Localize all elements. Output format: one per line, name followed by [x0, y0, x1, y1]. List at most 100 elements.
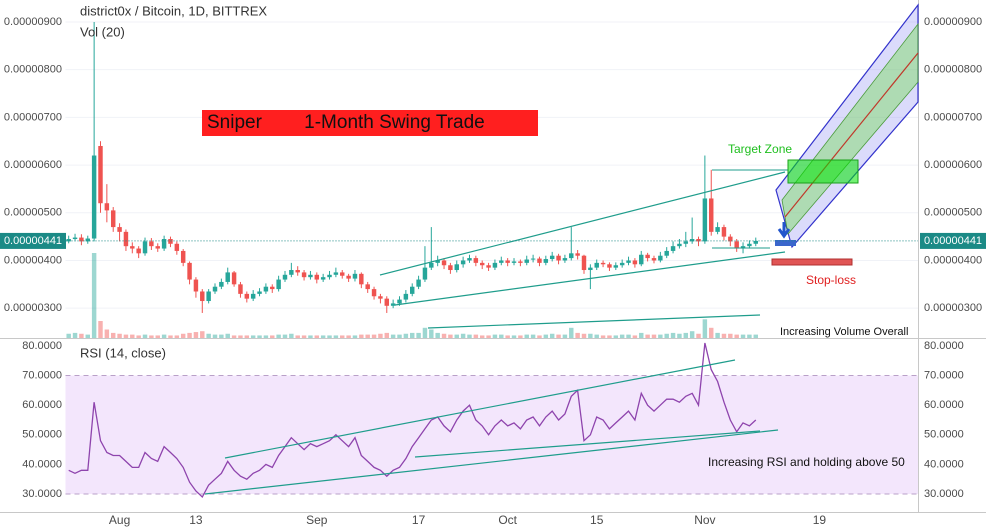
- candle-body: [664, 250, 669, 256]
- volume-bar: [467, 334, 472, 338]
- candle-body: [231, 272, 237, 285]
- volume-bar: [619, 334, 625, 338]
- y-tick-label: 0.00000300: [4, 302, 62, 314]
- volume-bar: [308, 335, 313, 338]
- candle-body: [518, 261, 523, 263]
- candle-body: [645, 254, 650, 259]
- volume-bar: [537, 335, 542, 338]
- price-label: 0.00000441: [924, 235, 982, 247]
- candle-body: [670, 246, 676, 251]
- candle-body: [238, 284, 243, 294]
- volume-bar: [365, 334, 370, 338]
- candle-body: [289, 270, 294, 275]
- candle-body: [696, 239, 701, 242]
- volume-bar: [244, 335, 250, 338]
- y-tick-label: 0.00000500: [4, 207, 62, 219]
- candle-body: [123, 231, 129, 247]
- candle-body: [117, 227, 122, 232]
- volume-bar: [359, 334, 364, 338]
- volume-bar: [492, 334, 498, 338]
- arrow: [777, 222, 791, 239]
- price-tag: [920, 232, 986, 249]
- candle-body: [130, 246, 135, 249]
- y-tick-label: 0.00000400: [4, 254, 62, 266]
- annotation: Increasing RSI and holding above 50: [708, 455, 905, 469]
- volume-bar: [123, 334, 129, 338]
- candle-body: [448, 265, 453, 271]
- candle-body: [365, 284, 370, 290]
- x-tick-label: Aug: [109, 513, 130, 527]
- candle-body: [397, 299, 402, 304]
- y-tick-label: 0.00000400: [924, 254, 982, 266]
- candle-body: [486, 265, 491, 268]
- volume-bar: [352, 335, 358, 338]
- volume-bar: [206, 333, 211, 338]
- candle-body: [250, 293, 256, 299]
- y-tick-label: 30.0000: [924, 488, 964, 500]
- candle-body: [721, 227, 727, 237]
- candle-body: [168, 239, 173, 244]
- volume-bar: [225, 333, 230, 338]
- rsi-line: [68, 342, 757, 499]
- x-tick-label: Nov: [694, 513, 715, 527]
- candle-body: [753, 240, 758, 244]
- annotation: Increasing Volume Overall: [780, 326, 908, 338]
- y-tick-label: 80.0000: [22, 340, 62, 352]
- volume-bar: [180, 333, 186, 338]
- candle-body: [295, 270, 300, 273]
- volume-bar: [441, 333, 447, 338]
- candle-body: [639, 254, 644, 265]
- volume-bar: [740, 334, 746, 338]
- candle-body: [435, 260, 440, 263]
- volume-bar: [645, 334, 650, 338]
- volume-bar: [524, 334, 529, 338]
- candle-body: [524, 259, 529, 263]
- volume-bar: [320, 335, 326, 338]
- volume-bar: [473, 334, 479, 338]
- annotation: Target Zone: [728, 142, 792, 156]
- y-tick-label: 0.00000600: [924, 159, 982, 171]
- volume-bar: [327, 335, 332, 338]
- volume-bar: [435, 332, 440, 338]
- volume-bar: [117, 333, 122, 338]
- volume-bar: [390, 334, 396, 338]
- volume-bar: [518, 335, 523, 338]
- volume-bar: [91, 253, 97, 338]
- y-tick-label: 50.0000: [22, 429, 62, 441]
- volume-bar: [85, 334, 90, 338]
- candle-body: [409, 286, 415, 294]
- candle-body: [734, 241, 739, 249]
- volume-bar: [632, 335, 638, 338]
- candle-body: [225, 272, 230, 282]
- volume-bar: [397, 334, 402, 338]
- volume-bar: [104, 329, 110, 338]
- volume-bar: [276, 334, 281, 338]
- candle-body: [473, 258, 479, 263]
- candle-body: [594, 262, 599, 268]
- candle-body: [282, 274, 288, 280]
- volume-bar: [670, 332, 676, 338]
- volume-bar: [110, 332, 116, 338]
- volume-bar: [66, 333, 71, 338]
- volume-bar: [556, 334, 561, 338]
- y-tick-label: 0.00000900: [924, 16, 982, 28]
- candle-body: [728, 236, 733, 242]
- volume-bar: [340, 335, 345, 338]
- banner: [202, 110, 538, 136]
- volume-bar: [422, 327, 428, 338]
- candle-body: [174, 243, 180, 251]
- candle-body: [85, 238, 90, 242]
- candle-body: [416, 279, 421, 287]
- candle-body: [257, 291, 262, 294]
- candle-body: [219, 281, 224, 287]
- y-tick-label: 70.0000: [924, 369, 964, 381]
- candle-body: [270, 286, 275, 290]
- volume-bar: [607, 335, 612, 338]
- rsi-band: [65, 375, 918, 495]
- volume-bar: [626, 334, 631, 338]
- volume-bar: [168, 335, 173, 338]
- volume-bar: [613, 335, 619, 338]
- x-tick-label: 13: [189, 513, 203, 527]
- candle-body: [66, 239, 71, 242]
